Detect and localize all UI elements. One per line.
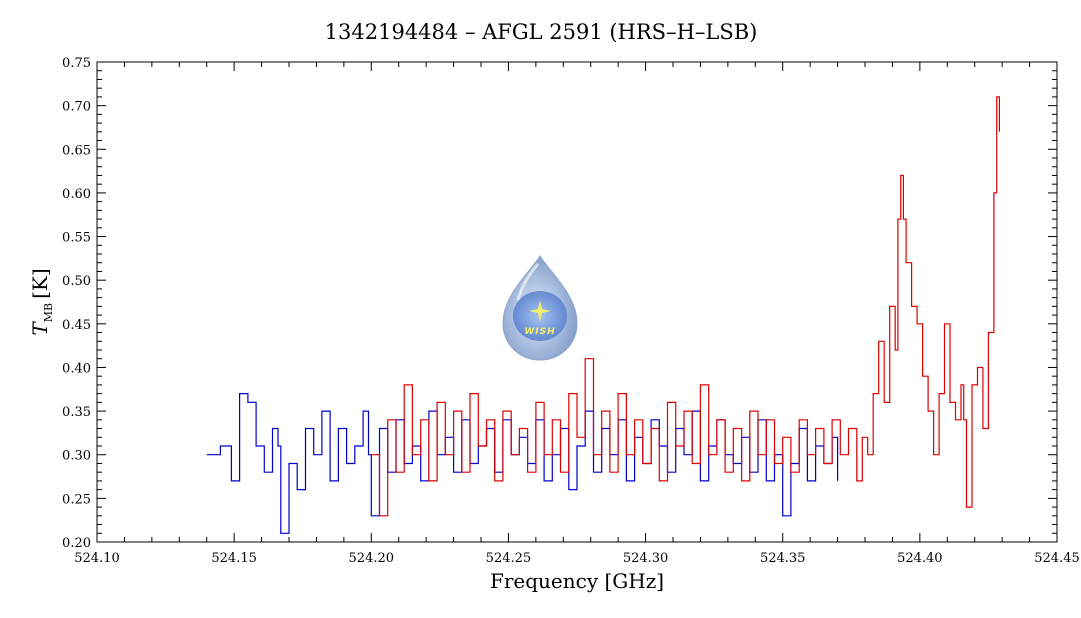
- y-axis-label-sub: MB: [42, 303, 55, 322]
- y-tick-label: 0.75: [62, 56, 91, 71]
- y-tick-label: 0.25: [62, 492, 91, 507]
- y-tick-label: 0.55: [62, 231, 91, 246]
- y-tick-label: 0.35: [62, 405, 91, 420]
- y-tick-label: 0.40: [62, 361, 91, 376]
- y-tick-label: 0.45: [62, 318, 91, 333]
- y-tick-label: 0.20: [62, 536, 91, 551]
- y-tick-label: 0.65: [62, 143, 91, 158]
- x-tick-label: 524.45: [1034, 551, 1080, 566]
- y-tick-label: 0.70: [62, 100, 91, 115]
- x-axis-label: Frequency [GHz]: [490, 569, 664, 593]
- logo-label: WISH: [524, 327, 555, 337]
- y-tick-label: 0.50: [62, 274, 91, 289]
- y-axis-label: TMB [K]: [28, 268, 55, 335]
- wish-logo: WISH: [502, 255, 578, 361]
- y-tick-label: 0.60: [62, 187, 91, 202]
- y-axis: 0.20 0.25 0.30 0.35 0.40 0.45 0.50 0.55 0.60 0.65…: [62, 56, 1057, 551]
- y-axis-label-main: T: [28, 321, 52, 336]
- plot-frame: [96, 61, 1058, 543]
- y-tick-label: 0.30: [62, 449, 91, 464]
- x-tick-label: 524.30: [623, 551, 669, 566]
- x-tick-label: 524.15: [211, 551, 257, 566]
- x-tick-label: 524.35: [760, 551, 806, 566]
- series-layer: [206, 96, 1000, 534]
- series-line-1: [206, 393, 839, 534]
- svg-text:TMB[K]: TMB [K]: [28, 268, 55, 335]
- chart-title: 1342194484 – AFGL 2591 (HRS–H–LSB): [325, 20, 758, 44]
- y-axis-label-unit: [K]: [28, 268, 52, 299]
- x-tick-label: 524.10: [74, 551, 120, 566]
- star-icon: [529, 300, 551, 322]
- x-tick-label: 524.40: [897, 551, 943, 566]
- x-axis: 524.10 524.15 524.20 524.25 524.30 524.35 524.…: [74, 62, 1080, 566]
- series-line-2: [371, 96, 1000, 517]
- x-tick-label: 524.20: [349, 551, 395, 566]
- x-tick-label: 524.25: [486, 551, 532, 566]
